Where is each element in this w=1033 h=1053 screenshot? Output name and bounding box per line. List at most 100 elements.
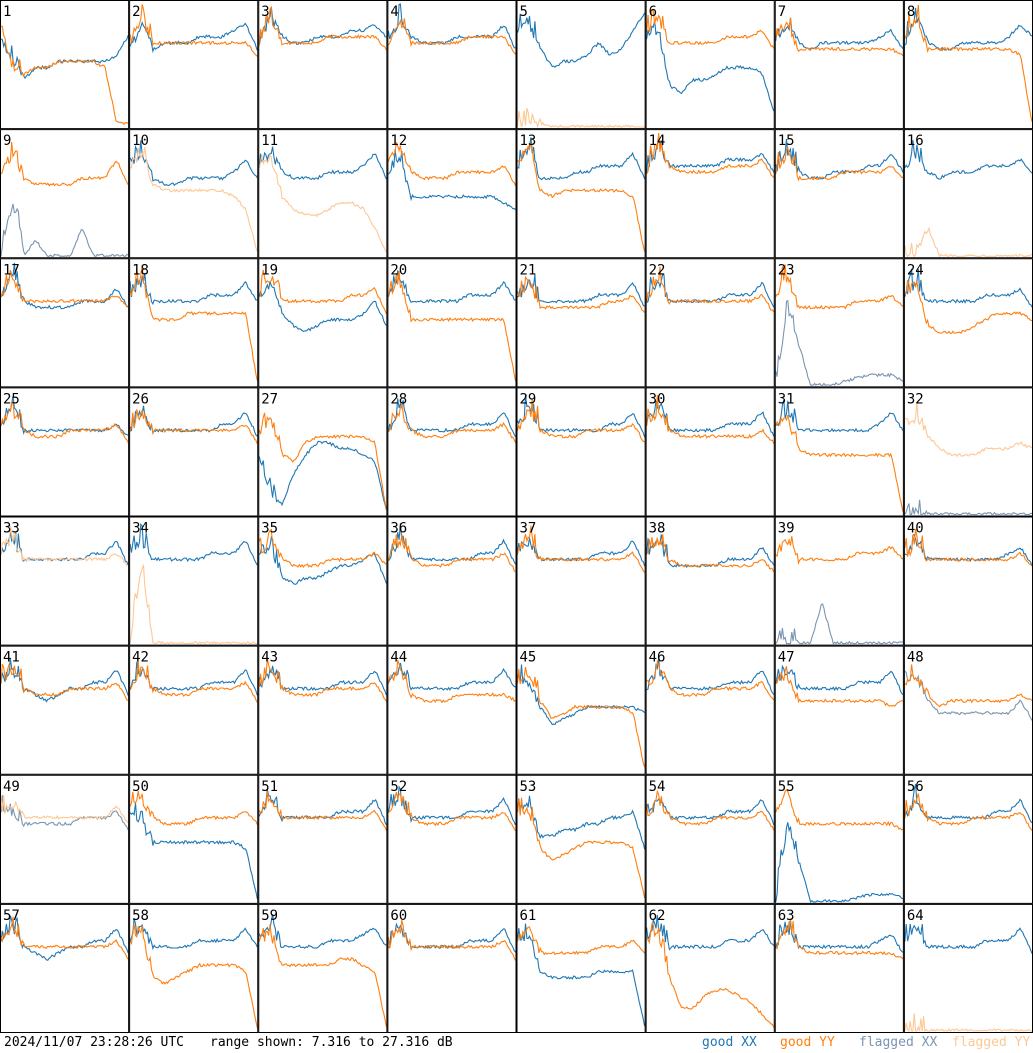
panel-3-xx-series (258, 7, 387, 46)
legend-flagged-xx: flagged XX (859, 1035, 938, 1050)
panel-37-yy-series (516, 525, 646, 573)
panel-20-label: 20 (390, 262, 407, 278)
panel-25-yy-series (0, 401, 129, 443)
panel-21-frame (516, 258, 646, 388)
panel-42: 42 (129, 645, 259, 775)
panel-63-yy-series (775, 919, 904, 960)
panel-2-frame (129, 0, 259, 130)
panel-22: 22 (645, 258, 775, 388)
panel-42-frame (129, 645, 259, 775)
panel-61-xx-series (516, 923, 646, 1027)
panel-61: 61 (516, 903, 646, 1033)
panel-23-yy-series (775, 264, 904, 310)
panel-57-yy-series (0, 916, 129, 960)
panel-9-yy-series (0, 141, 129, 187)
panel-13-yy-series (517, 142, 646, 252)
panel-54: 54 (645, 774, 775, 904)
panel-62-frame (645, 903, 775, 1033)
panel-13-frame (516, 129, 646, 259)
panel-25-xx-series (0, 395, 129, 436)
panel-60-label: 60 (390, 908, 407, 924)
panel-46-yy-series (646, 659, 775, 701)
panel-38-frame (645, 516, 775, 646)
panel-47: 47 (774, 645, 904, 775)
panel-5-yy-series (516, 108, 645, 129)
panel-20-yy-series (387, 271, 517, 382)
panel-63-label: 63 (778, 908, 795, 924)
panel-53-frame (516, 774, 646, 904)
panel-25: 25 (0, 387, 130, 517)
panel-1-frame (0, 0, 130, 130)
panel-51: 51 (258, 774, 388, 904)
panel-59-yy-series (258, 924, 387, 1027)
panel-16-xx-series (904, 140, 1033, 180)
panel-63-frame (774, 903, 904, 1033)
panel-30: 30 (645, 387, 775, 517)
panel-55-yy-series (775, 788, 904, 831)
panel-12-yy-series (387, 142, 517, 186)
panel-5-frame (516, 0, 646, 130)
panel-18: 18 (129, 258, 259, 388)
panel-39-frame (774, 516, 904, 646)
panel-32: 32 (903, 387, 1033, 517)
panel-44-yy-series (387, 659, 516, 704)
panel-10: 10 (129, 129, 259, 259)
panel-48: 48 (903, 645, 1033, 775)
panel-60: 60 (387, 903, 517, 1033)
panel-29-yy-series (516, 398, 645, 443)
panel-62-label: 62 (649, 908, 666, 924)
panel-45-yy-series (516, 667, 646, 768)
panel-62-yy-series (646, 922, 775, 1028)
panel-55-label: 55 (778, 779, 795, 795)
panel-58: 58 (129, 903, 259, 1033)
panel-51-xx-series (258, 788, 387, 826)
panel-33-yy-series (0, 525, 129, 566)
panel-6-frame (645, 0, 775, 130)
panel-14-yy-series (646, 133, 775, 179)
timestamp: 2024/11/07 23:28:26 UTC (4, 1035, 185, 1050)
panel-24-xx-series (904, 268, 1033, 308)
panel-26-label: 26 (132, 391, 149, 407)
panel-43-label: 43 (261, 650, 278, 666)
panel-46: 46 (645, 645, 775, 775)
panel-29-frame (516, 387, 646, 517)
panel-57-frame (0, 903, 130, 1033)
panel-14-label: 14 (649, 133, 666, 149)
panel-35-frame (258, 516, 388, 646)
panel-1-label: 1 (3, 4, 11, 20)
panel-51-label: 51 (261, 779, 278, 795)
panel-53: 53 (516, 774, 646, 904)
panel-1: 1 (0, 0, 130, 130)
panel-50-label: 50 (132, 779, 149, 795)
panel-57: 57 (0, 903, 130, 1033)
panel-37-xx-series (516, 537, 646, 567)
panel-55-frame (774, 774, 904, 904)
panel-32-label: 32 (907, 391, 924, 407)
panel-18-frame (129, 258, 259, 388)
panel-8-frame (903, 0, 1033, 130)
panel-3-label: 3 (261, 4, 269, 20)
panel-55-xx-series (775, 822, 904, 903)
panel-60-xx-series (388, 922, 516, 953)
panel-43-frame (258, 645, 388, 775)
panel-23: 23 (774, 258, 904, 388)
panel-53-yy-series (516, 797, 646, 899)
panel-28-frame (387, 387, 517, 517)
panel-26-xx-series (129, 405, 258, 437)
panel-16-label: 16 (907, 133, 924, 149)
panel-14: 14 (645, 129, 775, 259)
panel-22-yy-series (646, 266, 775, 313)
panel-4-label: 4 (390, 4, 398, 20)
panel-26-frame (129, 387, 259, 517)
panel-10-frame (129, 129, 259, 259)
panel-59-label: 59 (261, 908, 278, 924)
panel-19-frame (258, 258, 388, 388)
panel-24-label: 24 (907, 262, 924, 278)
panel-25-frame (0, 387, 130, 517)
panel-6-yy-series (646, 9, 775, 49)
panel-58-label: 58 (132, 908, 149, 924)
panel-9-frame (0, 129, 130, 259)
panel-62-xx-series (646, 914, 775, 951)
panel-49-xx-series (0, 795, 129, 831)
panel-34-frame (129, 516, 259, 646)
